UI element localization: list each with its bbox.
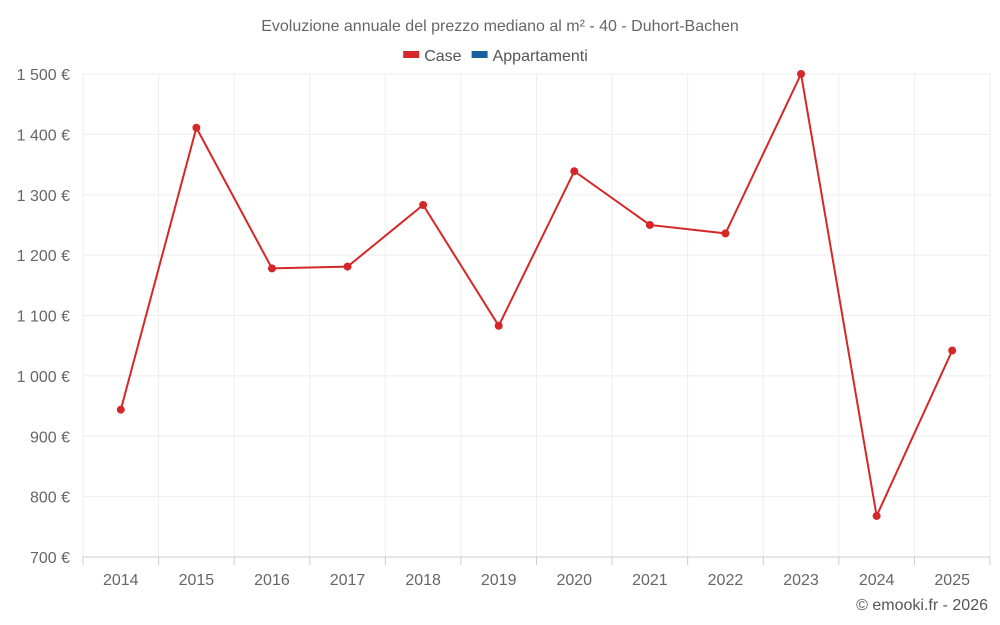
x-axis: 2014 2015 2016 2017 2018 2019 2020 2021 2022 2023… [82, 556, 991, 589]
legend-swatch-case [403, 51, 420, 58]
y-tick-label: 1 100 € [17, 309, 70, 326]
data-point [343, 262, 352, 271]
data-point [494, 321, 503, 330]
data-point [872, 511, 881, 520]
chart-title: Evoluzione annuale del prezzo mediano al… [261, 18, 739, 35]
y-tick-label: 1 500 € [17, 67, 70, 84]
x-tick-label: 2018 [405, 572, 441, 589]
x-tick-label: 2016 [254, 572, 290, 589]
x-tick-label: 2020 [556, 572, 592, 589]
grid [82, 73, 991, 557]
series-line-case [119, 70, 954, 520]
data-point [797, 70, 806, 78]
series-layer [116, 70, 957, 520]
x-tick-label: 2014 [103, 572, 139, 589]
x-tick-label: 2025 [934, 572, 970, 589]
x-tick-label: 2023 [783, 572, 819, 589]
legend-label-case: Case [424, 48, 461, 65]
data-point [116, 405, 125, 414]
x-tick-label: 2019 [481, 572, 517, 589]
y-tick-label: 800 € [30, 490, 70, 507]
y-tick-label: 1 200 € [17, 248, 70, 265]
legend-label-appartamenti: Appartamenti [493, 48, 588, 65]
y-tick-label: 1 000 € [17, 369, 70, 386]
data-point [192, 123, 201, 132]
data-point [948, 346, 957, 355]
x-tick-label: 2015 [179, 572, 215, 589]
x-tick-label: 2017 [330, 572, 366, 589]
y-axis: 700 € 800 € 900 € 1 000 € 1 100 € 1 200 € 1 30… [17, 67, 70, 567]
x-tick-label: 2022 [708, 572, 744, 589]
x-tick-label: 2024 [859, 572, 895, 589]
data-point [570, 167, 579, 176]
data-point [267, 264, 276, 273]
legend-swatch-appartamenti [471, 51, 488, 58]
data-point [419, 201, 428, 210]
data-point [645, 220, 654, 229]
x-tick-label: 2021 [632, 572, 668, 589]
data-point [721, 229, 730, 238]
credit-text: © emooki.fr - 2026 [856, 597, 988, 614]
y-tick-label: 700 € [30, 550, 70, 567]
legend: Case Appartamenti [403, 48, 588, 65]
y-tick-label: 1 300 € [17, 188, 70, 205]
y-tick-label: 900 € [30, 429, 70, 446]
y-tick-label: 1 400 € [17, 127, 70, 144]
